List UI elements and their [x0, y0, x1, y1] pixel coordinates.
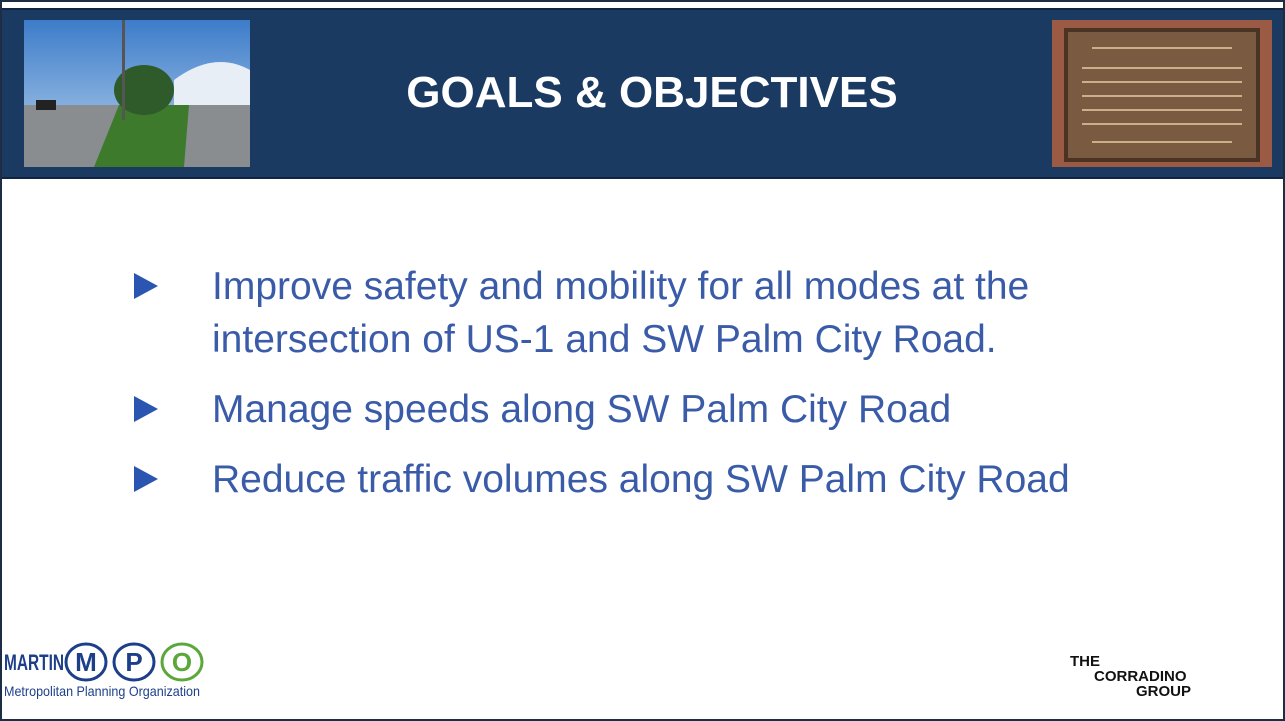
bullet-text: Reduce traffic volumes along SW Palm Cit… [212, 458, 1070, 501]
plaque-photo [1052, 20, 1272, 167]
logo-text: GROUP [1070, 684, 1191, 699]
corradino-logo: THE CORRADINO GROUP [1070, 654, 1191, 699]
bullet-marker [134, 273, 158, 299]
bullet-marker [134, 466, 158, 492]
bullet: Improve safety and mobility for all mode… [122, 260, 1172, 366]
logo-text: CORRADINO [1070, 669, 1191, 684]
bullet: Reduce traffic volumes along SW Palm Cit… [122, 453, 1172, 506]
bullet-marker [134, 396, 158, 422]
bullet-text: Manage speeds along SW Palm City Road [212, 388, 951, 431]
logo-text: THE [1070, 654, 1191, 669]
slide: GOALS & OBJECTIVES Improve safety and mo… [0, 0, 1285, 721]
logo-letter: M [75, 647, 97, 677]
bullet: Manage speeds along SW Palm City Road [122, 383, 1172, 436]
bullet-text: Improve safety and mobility for all mode… [212, 265, 1029, 361]
bullet-list: Improve safety and mobility for all mode… [122, 260, 1172, 523]
slide-title: GOALS & OBJECTIVES [302, 68, 1002, 118]
logo-letter: P [125, 647, 142, 677]
logo-text: MARTIN [4, 650, 64, 675]
logo-subtitle: Metropolitan Planning Organization [4, 683, 200, 699]
logo-letter: O [172, 647, 192, 677]
street-photo [24, 20, 250, 167]
